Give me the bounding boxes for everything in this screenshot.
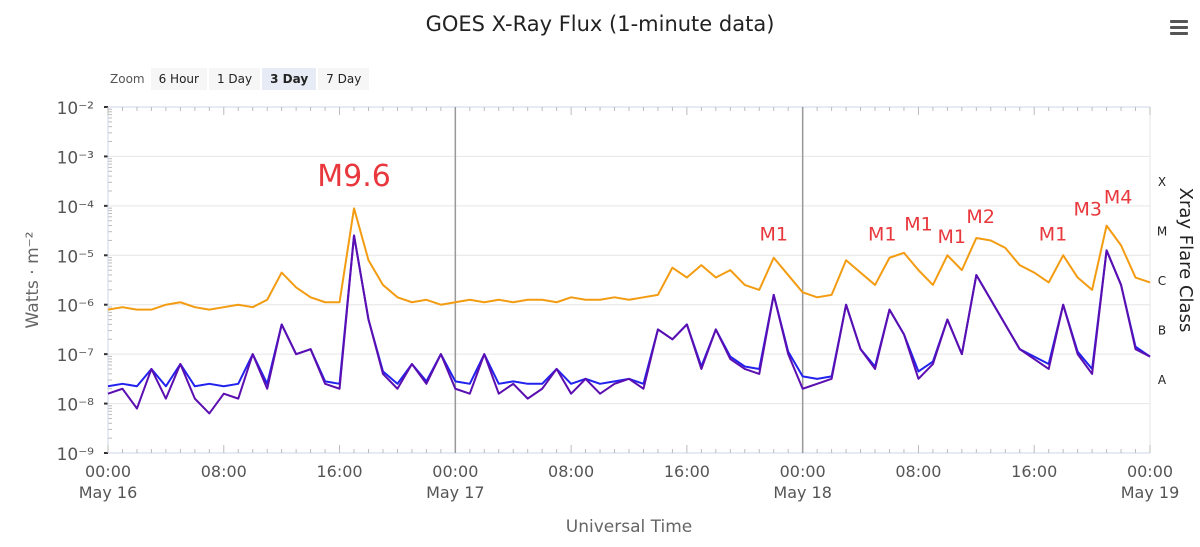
x-date-label: May 18 (773, 483, 832, 502)
x-tick-label: 16:00 (1011, 462, 1057, 481)
series-line-2 (107, 234, 1151, 415)
flare-annotation: M9.6 (317, 159, 391, 194)
zoom-3-day-button[interactable]: 3 Day (262, 68, 317, 90)
x-tick-label: 00:00 (432, 462, 478, 481)
y-tick-label: 10⁻⁷ (57, 346, 95, 366)
flare-class-label: X (1158, 175, 1166, 189)
flare-class-label: A (1158, 373, 1167, 387)
flare-annotation: M1 (904, 214, 932, 236)
x-tick-label: 00:00 (780, 462, 826, 481)
x-date-label: May 17 (426, 483, 485, 502)
y-tick-label: 10⁻⁵ (57, 247, 94, 267)
y-tick-label: 10⁻⁴ (57, 198, 95, 218)
flare-annotation: M1 (868, 223, 896, 245)
flare-class-label: C (1158, 274, 1166, 288)
x-tick-label: 16:00 (664, 462, 710, 481)
x-date-label: May 16 (79, 483, 138, 502)
y-tick-label: 10⁻⁸ (57, 396, 95, 416)
zoom-label: Zoom (110, 72, 145, 86)
y-tick-label: 10⁻⁹ (57, 445, 95, 465)
series-line-0 (107, 207, 1151, 311)
flare-annotation: M4 (1104, 186, 1132, 208)
series-line-1 (107, 234, 1151, 388)
flare-annotation: M3 (1074, 199, 1102, 221)
zoom-7-day-button[interactable]: 7 Day (318, 68, 370, 90)
x-date-label: May 19 (1121, 483, 1180, 502)
chart-title: GOES X-Ray Flux (1-minute data) (425, 12, 775, 36)
flare-class-label: B (1158, 323, 1166, 337)
x-tick-label: 16:00 (317, 462, 363, 481)
flare-annotation: M1 (937, 226, 965, 248)
x-tick-label: 08:00 (895, 462, 941, 481)
x-tick-label: 00:00 (85, 462, 131, 481)
zoom-1-day-button[interactable]: 1 Day (208, 68, 261, 90)
y-axis-title: Watts · m⁻² (23, 232, 43, 329)
flare-annotation: M1 (1039, 223, 1067, 245)
x-tick-label: 08:00 (548, 462, 594, 481)
zoom-6-hour-button[interactable]: 6 Hour (150, 68, 207, 90)
y-tick-label: 10⁻⁶ (57, 297, 95, 317)
x-tick-label: 00:00 (1127, 462, 1173, 481)
hamburger-menu-icon[interactable] (1170, 20, 1188, 36)
right-axis-title: Xray Flare Class (1175, 188, 1196, 333)
zoom-selector: Zoom 6 Hour 1 Day 3 Day 7 Day (110, 68, 371, 90)
y-tick-label: 10⁻³ (57, 148, 94, 168)
x-axis-title: Universal Time (566, 517, 692, 537)
flare-class-label: M (1157, 225, 1167, 239)
flare-annotation: M2 (966, 206, 994, 228)
y-tick-label: 10⁻² (57, 99, 94, 119)
flare-annotation: M1 (759, 223, 787, 245)
x-tick-label: 08:00 (201, 462, 247, 481)
